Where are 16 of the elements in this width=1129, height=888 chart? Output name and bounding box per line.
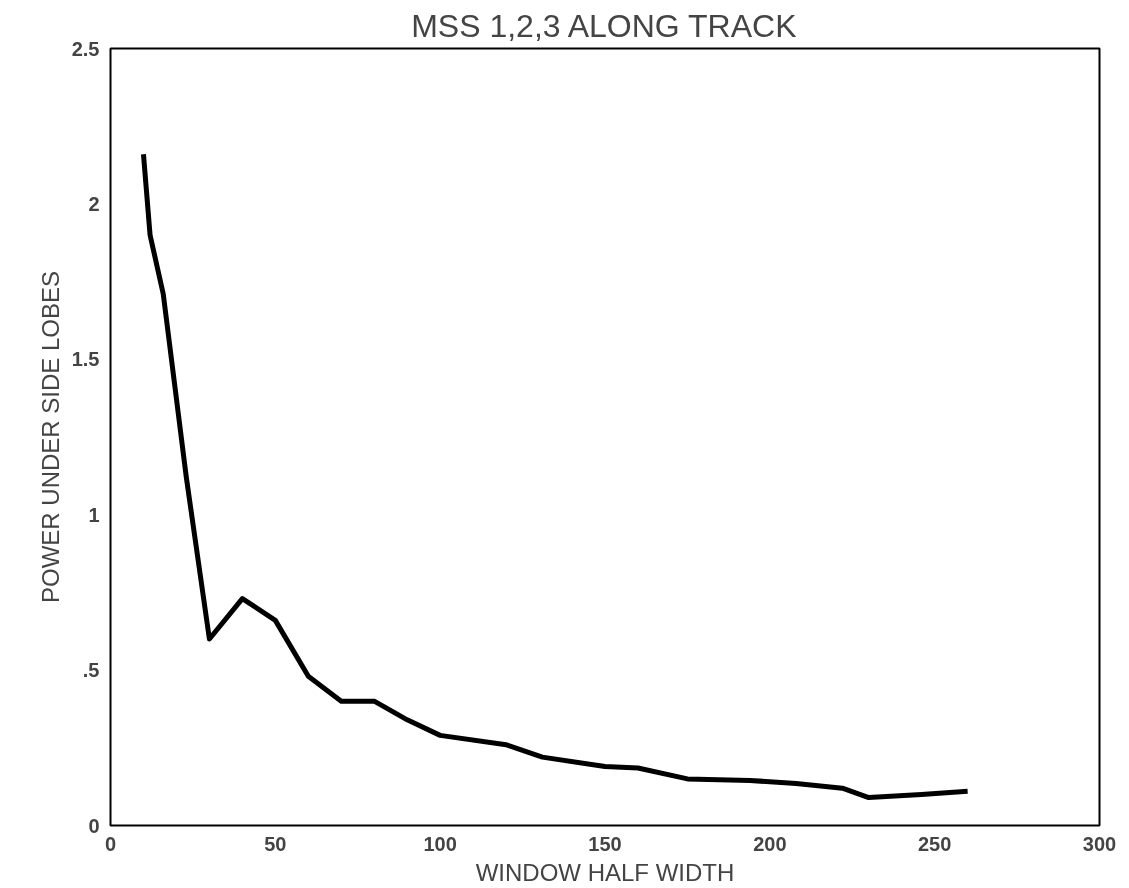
x-tick-label: 200 [753, 832, 787, 855]
y-tick-label: .5 [82, 659, 100, 682]
y-tick-label: 1.5 [71, 348, 100, 371]
y-axis-title: POWER UNDER SIDE LOBES [36, 270, 64, 604]
y-tick-label: 2.5 [71, 37, 100, 60]
y-tick-label: 0 [88, 814, 100, 837]
y-tick-label: 2 [88, 192, 100, 215]
x-tick-label: 250 [917, 832, 952, 855]
x-tick-label: 50 [264, 832, 287, 855]
x-tick-label: 0 [104, 832, 117, 855]
chart-title: MSS 1,2,3 ALONG TRACK [411, 7, 797, 44]
x-tick-label: 150 [588, 832, 622, 855]
y-tick-label: 1 [88, 503, 100, 526]
x-tick-label: 300 [1082, 832, 1117, 855]
x-axis-title: WINDOW HALF WIDTH [475, 858, 735, 886]
x-tick-label: 100 [423, 832, 457, 855]
